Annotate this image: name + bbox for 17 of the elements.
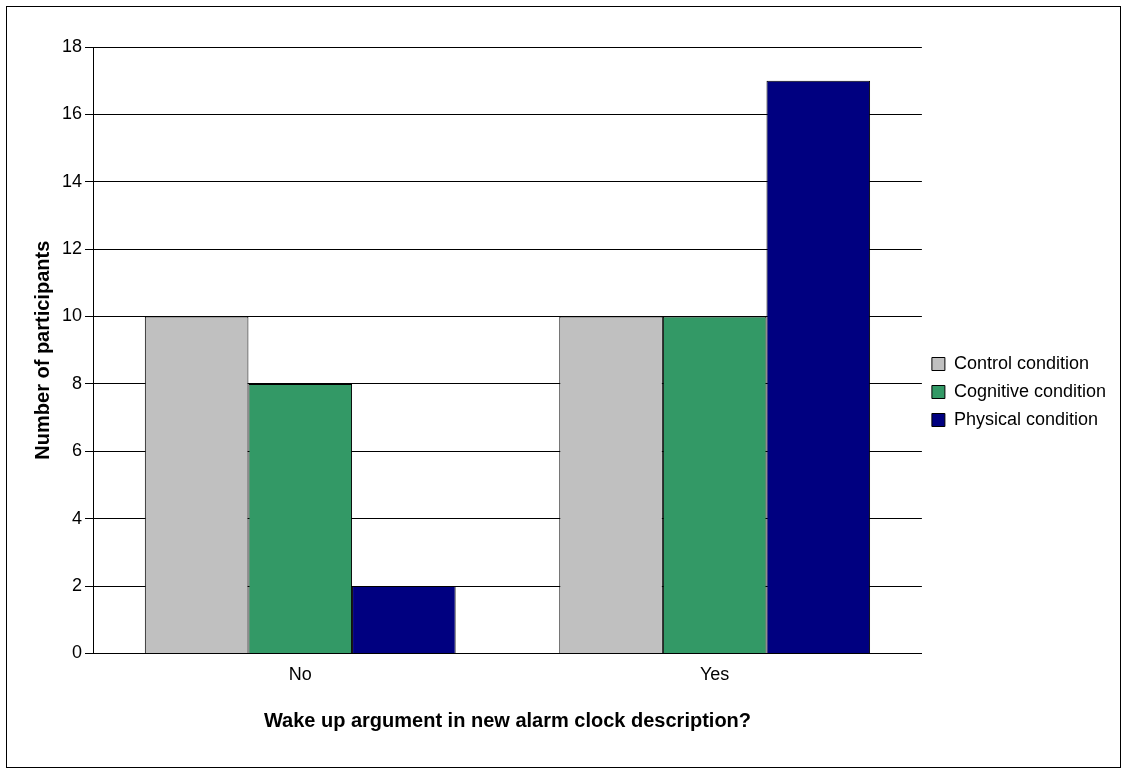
y-axis-title: Number of participants	[30, 240, 53, 460]
x-tick-label: Yes	[700, 664, 730, 685]
y-tick-label: 2	[72, 574, 83, 595]
y-tick-label: 14	[61, 170, 83, 191]
x-axis-title: Wake up argument in new alarm clock description?	[263, 708, 752, 731]
legend-label: Physical condition	[953, 408, 1098, 429]
y-tick-label: 8	[72, 372, 83, 393]
y-tick-label: 0	[72, 642, 83, 663]
y-tick-label: 12	[61, 238, 83, 259]
y-tick-label: 10	[61, 305, 83, 326]
legend-label: Cognitive condition	[953, 380, 1107, 401]
y-tick-label: 18	[61, 35, 83, 56]
y-tick-label: 16	[61, 103, 83, 124]
x-tick-label: No	[288, 664, 312, 685]
y-tick-label: 6	[72, 440, 83, 461]
y-tick-label: 4	[72, 507, 83, 528]
legend-label: Control condition	[953, 352, 1089, 373]
